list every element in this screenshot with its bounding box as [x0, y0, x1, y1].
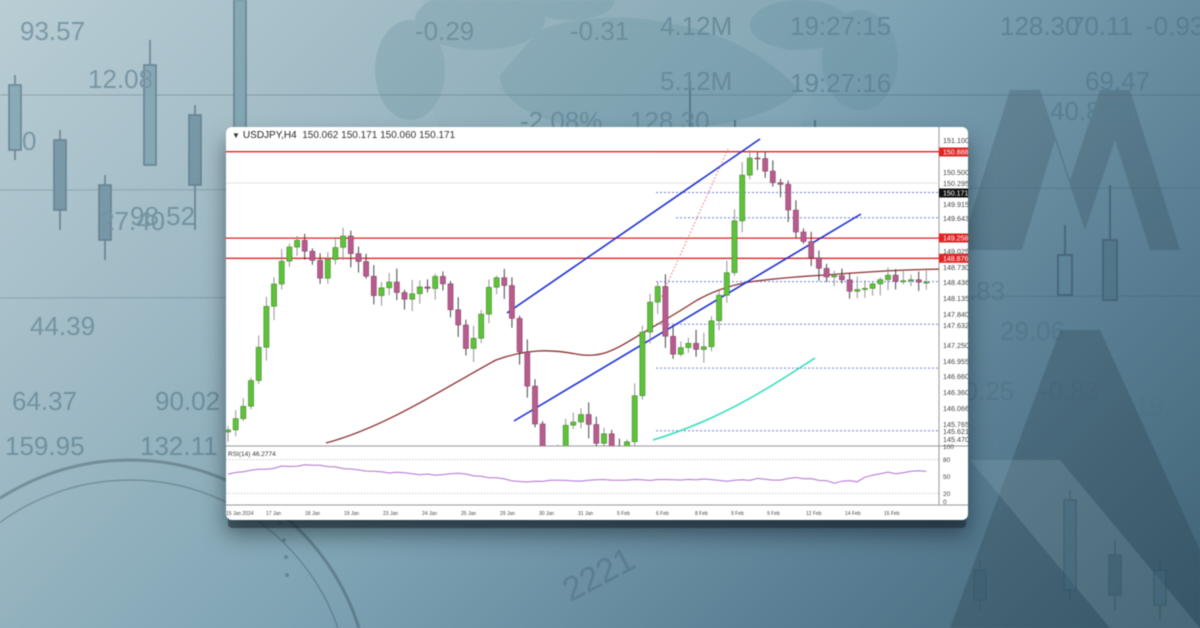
svg-text:148.436: 148.436 [943, 278, 968, 287]
svg-text:2221: 2221 [556, 540, 641, 609]
svg-text:-0.31: -0.31 [570, 16, 629, 46]
svg-text:80: 80 [943, 457, 951, 464]
svg-text:0: 0 [22, 126, 36, 156]
svg-text:150.888: 150.888 [943, 150, 968, 157]
svg-text:148.730: 148.730 [943, 263, 968, 272]
svg-text:20: 20 [943, 491, 951, 498]
svg-text:146.660: 146.660 [943, 372, 968, 381]
svg-text:145.470: 145.470 [943, 435, 968, 444]
svg-text:9 Feb: 9 Feb [767, 511, 780, 517]
svg-text:12 Feb: 12 Feb [806, 511, 822, 517]
svg-text:29.06: 29.06 [1000, 316, 1065, 346]
svg-text:146.360: 146.360 [943, 388, 968, 397]
svg-text:147.250: 147.250 [943, 341, 968, 350]
svg-text:149.915: 149.915 [943, 200, 968, 209]
svg-text:150.500: 150.500 [943, 168, 968, 177]
svg-text:23 Jan: 23 Jan [383, 511, 398, 517]
svg-text:-0.29: -0.29 [415, 16, 474, 46]
svg-text:40.87M: 40.87M [1050, 96, 1137, 126]
svg-text:98.52: 98.52 [130, 201, 195, 231]
svg-text:19 Jan: 19 Jan [344, 511, 359, 517]
svg-text:15 Feb: 15 Feb [884, 511, 900, 517]
svg-text:149.258: 149.258 [943, 236, 968, 243]
svg-text:5 Feb: 5 Feb [617, 511, 630, 517]
svg-text:30 Jan: 30 Jan [539, 511, 554, 517]
svg-text:8 Feb: 8 Feb [695, 511, 708, 517]
svg-text:70.11: 70.11 [1070, 11, 1133, 41]
svg-text:150.171: 150.171 [943, 191, 968, 198]
svg-text:24 Jan: 24 Jan [422, 511, 437, 517]
svg-text:146.955: 146.955 [943, 357, 968, 366]
svg-text:159.95: 159.95 [5, 431, 85, 461]
svg-text:151.100: 151.100 [943, 136, 968, 145]
svg-text:69.47: 69.47 [1085, 66, 1150, 96]
svg-text:147.632: 147.632 [943, 321, 968, 330]
svg-text:18 Jan: 18 Jan [305, 511, 320, 517]
svg-text:12.08: 12.08 [88, 64, 153, 94]
svg-text:149.643: 149.643 [943, 214, 968, 223]
svg-text:5.12M: 5.12M [660, 66, 732, 96]
svg-text:19:27:16: 19:27:16 [790, 68, 891, 98]
svg-text:-0.93: -0.93 [1145, 11, 1200, 41]
svg-text:90.02: 90.02 [155, 386, 220, 416]
svg-text:50: 50 [943, 474, 951, 481]
svg-text:150.295: 150.295 [943, 179, 968, 188]
svg-text:9 Feb: 9 Feb [731, 511, 744, 517]
svg-text:148.135: 148.135 [943, 294, 968, 303]
svg-text:148.876: 148.876 [943, 256, 968, 263]
svg-text:100: 100 [943, 444, 954, 451]
svg-text:132.11: 132.11 [140, 431, 218, 461]
svg-text:0: 0 [943, 499, 947, 506]
svg-text:25 Jan: 25 Jan [461, 511, 476, 517]
svg-text:17 Jan: 17 Jan [266, 511, 281, 517]
svg-text:31 Jan: 31 Jan [578, 511, 593, 517]
svg-text:147.840: 147.840 [943, 310, 968, 319]
svg-text:19:27:15: 19:27:15 [790, 11, 891, 41]
svg-text:64.37: 64.37 [12, 386, 77, 416]
svg-text:6 Feb: 6 Feb [656, 511, 669, 517]
svg-text:93.57: 93.57 [20, 16, 85, 46]
svg-text:44.39: 44.39 [30, 311, 95, 341]
svg-text:29 Jan: 29 Jan [500, 511, 515, 517]
svg-text:15 Jan 2024: 15 Jan 2024 [226, 511, 254, 517]
svg-text:146.066: 146.066 [943, 404, 968, 413]
svg-text:19.: 19. [1135, 391, 1171, 421]
svg-text:4.12M: 4.12M [660, 11, 732, 41]
svg-text:RSI(14) 46.2774: RSI(14) 46.2774 [228, 451, 276, 458]
svg-text:14 Feb: 14 Feb [845, 511, 861, 517]
svg-text:128.30: 128.30 [1000, 11, 1080, 41]
